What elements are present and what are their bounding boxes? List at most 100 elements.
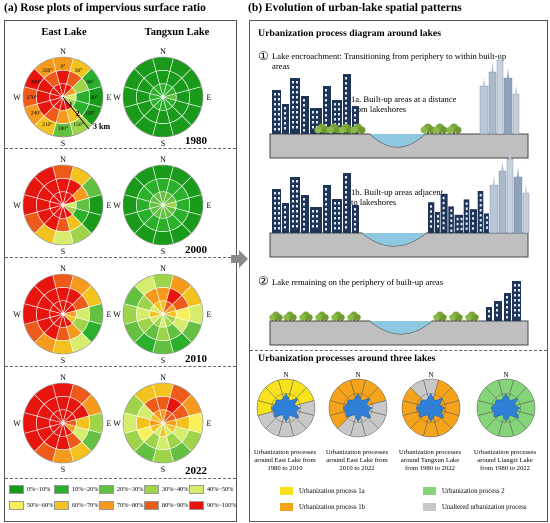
compass-e: E bbox=[107, 419, 112, 428]
legend-item: 30%~40% bbox=[144, 485, 189, 494]
tree-icon bbox=[269, 311, 283, 321]
legend-swatch bbox=[9, 485, 24, 494]
compass-e: E bbox=[207, 201, 212, 210]
compass-s: S bbox=[61, 356, 65, 365]
tree-icon bbox=[449, 311, 463, 321]
angle-label: 30° bbox=[75, 67, 83, 74]
tree-icon bbox=[446, 123, 462, 134]
rose-outline bbox=[22, 56, 104, 138]
building-icon bbox=[435, 212, 440, 233]
year-label: 2010 bbox=[185, 353, 207, 365]
legend-item: 90%~100% bbox=[189, 501, 237, 510]
lakes-subtitle: Urbanization processes around three lake… bbox=[258, 353, 436, 364]
legend-swatch bbox=[280, 503, 293, 511]
angle-label: 60° bbox=[86, 78, 94, 85]
col-tangxun-lake: Tangxun Lake bbox=[144, 27, 210, 38]
lake-shape bbox=[342, 393, 373, 423]
compass-s: S bbox=[61, 247, 65, 256]
legend-item: 50%~60% bbox=[9, 501, 54, 510]
diagram-subtitle: Urbanization process diagram around lake… bbox=[258, 28, 442, 39]
angle-label: 0° bbox=[61, 63, 66, 70]
legend-swatch bbox=[144, 501, 159, 510]
divider bbox=[250, 350, 547, 351]
compass-e: E bbox=[207, 310, 212, 319]
legend-label: 60%~70% bbox=[72, 502, 99, 509]
ring-label: 3 km bbox=[93, 122, 110, 131]
compass-w: W bbox=[13, 419, 21, 428]
compass-e: E bbox=[207, 419, 212, 428]
building-icon bbox=[301, 195, 309, 233]
legend-label: 40%~50% bbox=[207, 486, 234, 493]
angle-label: 90° bbox=[90, 94, 98, 101]
compass-n: N bbox=[160, 264, 166, 273]
lake-water bbox=[370, 321, 432, 334]
divider bbox=[5, 366, 236, 367]
legend-item: 0%~10% bbox=[9, 485, 50, 494]
angle-label: 210° bbox=[42, 121, 52, 128]
building-icon bbox=[323, 185, 331, 233]
rose-outline bbox=[22, 164, 104, 246]
tree-icon bbox=[315, 311, 329, 321]
legend-item: 20%~30% bbox=[99, 485, 144, 494]
rose-east-2022: N S E W bbox=[13, 373, 111, 474]
legend-label: Urbanization process 1b bbox=[299, 503, 366, 511]
legend-2: Urbanization process 2 bbox=[423, 487, 505, 495]
angle-label: 180° bbox=[58, 125, 68, 132]
compass-n: N bbox=[160, 155, 166, 164]
tree-icon bbox=[331, 311, 345, 321]
tree-icon bbox=[350, 123, 366, 134]
legend-label: 30%~40% bbox=[162, 486, 189, 493]
legend-item: 70%~80% bbox=[99, 501, 144, 510]
process-1b-label: 1b. Built-up areas adjacent to lakeshore… bbox=[351, 187, 444, 207]
building-icon bbox=[463, 199, 470, 233]
tree-icon bbox=[465, 311, 479, 321]
step-2-number: ② bbox=[258, 274, 269, 288]
building-icon bbox=[310, 207, 322, 233]
left-panel-title: (a) Rose plots of impervious surface rat… bbox=[4, 2, 206, 14]
compass-w: W bbox=[113, 93, 121, 102]
legend-item: 60%~70% bbox=[54, 501, 99, 510]
compass-s: S bbox=[161, 356, 165, 365]
tree-icon bbox=[347, 311, 361, 321]
building-icon bbox=[323, 86, 331, 134]
building-icon bbox=[494, 301, 502, 321]
rose-outline bbox=[122, 164, 204, 246]
compass-n: N bbox=[283, 371, 288, 379]
legend-label: 80%~90% bbox=[162, 502, 189, 509]
divider bbox=[5, 257, 236, 258]
arrow-right-icon bbox=[231, 250, 248, 268]
building-icon bbox=[470, 209, 477, 233]
building-icon bbox=[448, 206, 454, 233]
angle-label: 300° bbox=[31, 78, 41, 85]
compass-w: W bbox=[113, 201, 121, 210]
urbanization-scenes bbox=[269, 50, 530, 346]
compass-s: S bbox=[61, 465, 65, 474]
legend-swatch bbox=[423, 487, 436, 495]
tree-icon bbox=[432, 123, 448, 134]
building-icon bbox=[343, 173, 351, 233]
legend-swatch bbox=[54, 501, 69, 510]
lake-rose-2: N bbox=[401, 371, 461, 438]
step-1-number: ① bbox=[258, 49, 269, 63]
tree-icon bbox=[299, 311, 313, 321]
compass-s: S bbox=[161, 139, 165, 148]
legend-item: 40%~50% bbox=[189, 485, 234, 494]
compass-e: E bbox=[107, 93, 112, 102]
compass-n: N bbox=[60, 47, 66, 56]
tree-icon bbox=[283, 311, 297, 321]
compass-w: W bbox=[13, 201, 21, 210]
building-icon bbox=[332, 199, 342, 233]
compass-n: N bbox=[355, 371, 360, 379]
building-icon bbox=[290, 78, 300, 134]
tree-icon bbox=[433, 311, 447, 321]
compass-w: W bbox=[13, 93, 21, 102]
building-icon bbox=[454, 214, 463, 233]
building-icon bbox=[272, 90, 281, 134]
compass-n: N bbox=[160, 47, 166, 56]
legend-swatch bbox=[280, 487, 293, 495]
compass-n: N bbox=[160, 373, 166, 382]
legend-1a: Urbanization process 1a bbox=[280, 487, 365, 495]
skyline-icon bbox=[479, 50, 520, 135]
angle-label: 120° bbox=[85, 110, 95, 117]
